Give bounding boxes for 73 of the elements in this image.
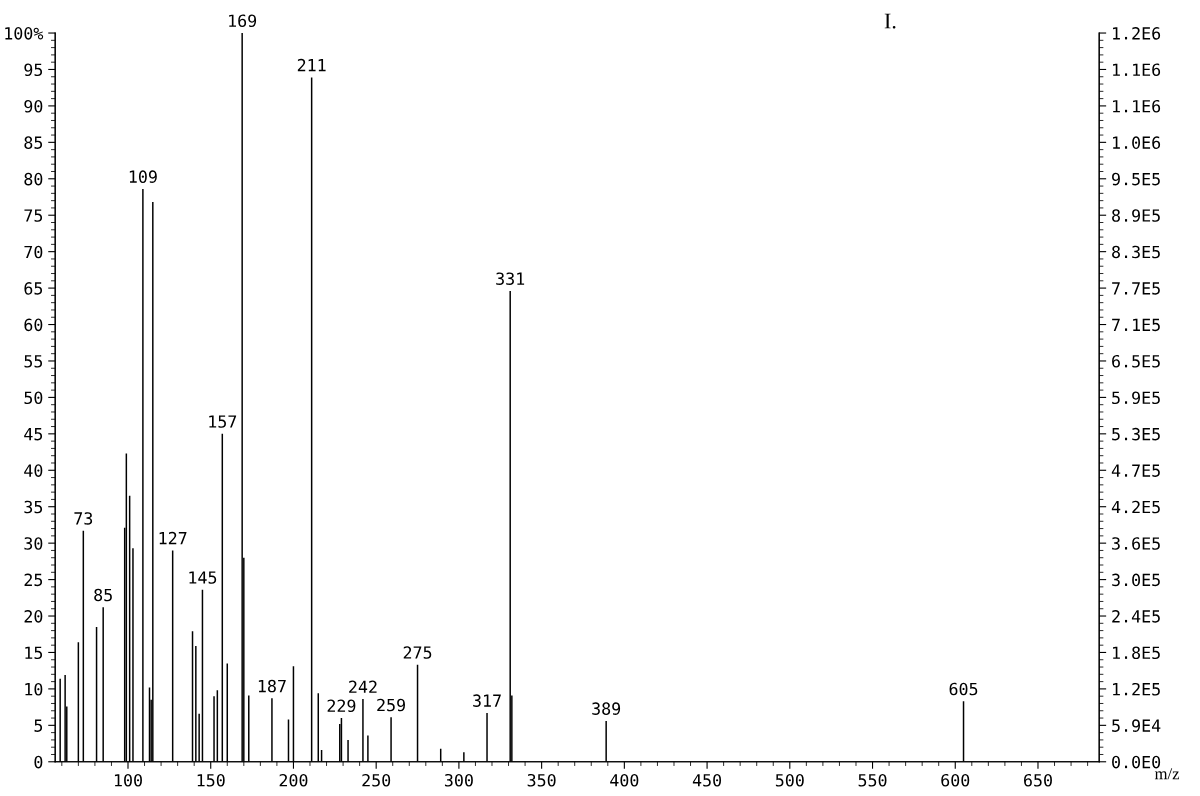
annotation: 229 — [327, 699, 356, 713]
annotation: 317 — [473, 694, 501, 707]
x-axis-title: m/z — [1154, 768, 1180, 780]
x-tick-label: 500 — [775, 773, 804, 787]
y2-tick-label: 1.2E5 — [1113, 682, 1160, 696]
x-tick-label: 150 — [197, 773, 225, 787]
y2-tick-label: 6.5E5 — [1112, 354, 1160, 368]
y-tick-label: 0 — [34, 755, 43, 769]
text: I. — [884, 13, 896, 29]
y-tick-label: 25 — [24, 573, 43, 587]
x-tick-label: 300 — [444, 773, 473, 787]
y2-tick-label: 4.2E5 — [1111, 500, 1160, 514]
y2-tick-label: 9.5E5 — [1112, 172, 1160, 186]
y2-tick-label: 4.7E5 — [1111, 464, 1160, 477]
annotation: 157 — [209, 415, 237, 428]
annotation: 259 — [377, 698, 405, 712]
annotation: 109 — [129, 170, 157, 183]
y2-tick-label: 1.1E6 — [1113, 99, 1161, 113]
x-tick-label: 450 — [692, 773, 722, 787]
y-tick-label: 20 — [24, 610, 43, 623]
y2-tick-label: 7.7E5 — [1112, 282, 1160, 295]
y2-tick-label: 1.1E6 — [1113, 63, 1161, 77]
annotation: 605 — [949, 682, 978, 696]
y-tick-label: 60 — [24, 318, 43, 332]
annotation: 211 — [297, 58, 326, 72]
annotation: 187 — [258, 679, 286, 693]
annotation: 73 — [74, 512, 93, 525]
annotation: 85 — [94, 588, 112, 602]
y2-tick-label: 2.4E5 — [1112, 610, 1160, 623]
y-tick-label: 90 — [24, 99, 43, 113]
x-tick-label: 250 — [362, 773, 391, 787]
x-tick-label: 550 — [858, 773, 887, 787]
annotation: 242 — [349, 680, 377, 693]
y-tick-label: 10 — [25, 682, 43, 696]
annotation: 169 — [229, 14, 257, 28]
y-tick-label: 95 — [24, 63, 43, 77]
x-tick-label: 350 — [527, 773, 556, 787]
y-tick-label: 30 — [24, 537, 43, 550]
y-tick-label: 70 — [24, 245, 43, 259]
x-tick-label: 200 — [279, 773, 308, 787]
y2-tick-label: 1.0E6 — [1113, 136, 1161, 149]
y-tick-label: 85 — [24, 136, 43, 149]
y-tick-label: 55 — [24, 355, 43, 368]
y-tick-label: 50 — [24, 391, 43, 405]
y2-tick-label: 0.0E0 — [1112, 755, 1161, 769]
x-tick-label: 600 — [941, 773, 970, 787]
y-tick-label: 40 — [24, 464, 43, 477]
y-tick-label: 75 — [24, 209, 43, 222]
y2-tick-label: 3.0E5 — [1112, 573, 1160, 587]
x-tick-label: 100 — [114, 773, 142, 787]
y-tick-label: 80 — [24, 172, 43, 186]
annotation: 389 — [592, 702, 621, 715]
y2-tick-label: 5.9E4 — [1112, 719, 1161, 732]
annotation: 331 — [496, 272, 525, 285]
y2-tick-label: 5.9E5 — [1112, 391, 1160, 405]
y2-tick-label: 5.3E5 — [1112, 427, 1160, 441]
x-tick-label: 650 — [1024, 773, 1052, 787]
x-tick-label: 400 — [610, 773, 639, 787]
y2-tick-label: 8.3E5 — [1112, 245, 1160, 259]
y2-tick-label: 1.8E5 — [1113, 646, 1160, 660]
y-tick-label: 45 — [24, 428, 43, 441]
y-tick-label: 35 — [24, 500, 43, 514]
y-tick-label: 100% — [5, 27, 44, 40]
y2-tick-label: 8.9E5 — [1112, 209, 1160, 222]
y2-tick-label: 7.1E5 — [1112, 318, 1160, 332]
annotation: 145 — [189, 571, 217, 584]
y-tick-label: 65 — [24, 282, 43, 295]
y-tick-label: 5 — [34, 719, 43, 732]
annotation: 275 — [403, 646, 432, 659]
y2-tick-label: 3.6E5 — [1112, 537, 1160, 550]
annotation: 127 — [159, 531, 187, 545]
y2-tick-label: 1.2E6 — [1113, 27, 1161, 40]
y-tick-label: 15 — [25, 646, 43, 660]
